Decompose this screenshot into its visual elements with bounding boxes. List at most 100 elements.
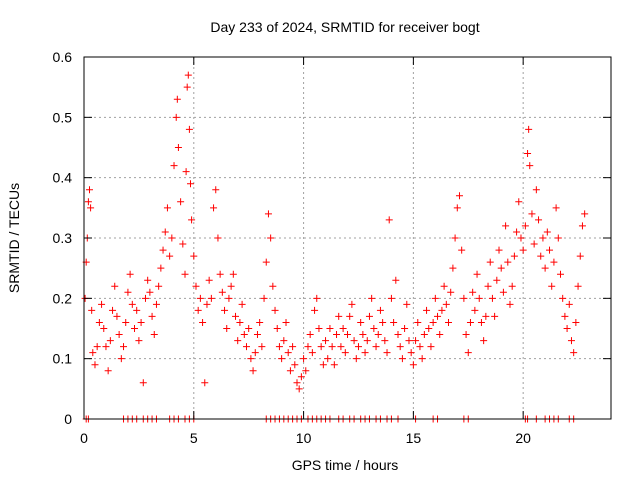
- data-point: [341, 349, 349, 357]
- data-point: [192, 282, 200, 290]
- data-point: [414, 318, 422, 326]
- data-point: [482, 312, 490, 320]
- data-point: [212, 186, 220, 194]
- data-point: [313, 294, 321, 302]
- x-tick-label: 5: [190, 430, 198, 446]
- data-point: [89, 349, 97, 357]
- data-point: [563, 325, 571, 332]
- data-point: [284, 349, 292, 357]
- data-point: [271, 306, 279, 314]
- data-point: [480, 337, 488, 345]
- data-point: [179, 240, 187, 248]
- data-point: [304, 343, 312, 351]
- data-point: [120, 343, 128, 351]
- x-tick-label: 20: [515, 430, 531, 446]
- data-point: [245, 325, 253, 332]
- data-point: [488, 294, 496, 302]
- data-point: [357, 318, 365, 326]
- data-point: [185, 125, 193, 133]
- data-point: [570, 349, 578, 357]
- data-point: [473, 270, 481, 278]
- data-point: [462, 331, 470, 339]
- data-point: [199, 318, 207, 326]
- data-point: [455, 192, 463, 200]
- data-point: [232, 312, 240, 320]
- data-point: [398, 355, 406, 363]
- data-point: [319, 361, 327, 369]
- data-point: [576, 252, 584, 260]
- data-point: [184, 71, 192, 79]
- data-point: [218, 288, 226, 296]
- data-point: [122, 318, 130, 326]
- data-point: [508, 282, 516, 290]
- x-axis-label: GPS time / hours: [292, 457, 399, 473]
- data-point: [210, 204, 218, 212]
- grid-lines: [84, 57, 611, 419]
- data-point: [403, 300, 411, 308]
- data-point: [581, 210, 589, 218]
- x-tick-label: 15: [406, 430, 422, 446]
- data-point: [423, 306, 431, 314]
- data-point: [280, 337, 288, 345]
- data-point: [205, 276, 213, 284]
- data-point: [240, 331, 248, 339]
- data-point: [113, 312, 121, 320]
- data-point: [306, 331, 314, 339]
- data-point: [282, 318, 290, 326]
- data-point: [106, 337, 114, 345]
- data-point: [348, 300, 356, 308]
- data-point: [188, 216, 196, 224]
- data-point: [486, 258, 494, 266]
- data-point: [251, 349, 259, 357]
- data-point: [524, 150, 532, 158]
- data-point: [238, 300, 246, 308]
- data-point: [190, 252, 198, 260]
- data-point: [84, 198, 92, 206]
- data-point: [148, 312, 156, 320]
- data-point: [295, 385, 303, 393]
- data-point: [552, 204, 560, 212]
- data-point: [574, 282, 582, 290]
- data-point: [449, 264, 457, 272]
- data-point: [497, 264, 505, 272]
- data-point: [477, 318, 485, 326]
- axis-ticks: 0 0.1 0.2 0.3 0.4 0.5 0.6 0 5 10 15 20: [53, 49, 611, 446]
- data-point: [85, 186, 93, 194]
- data-point: [333, 331, 341, 339]
- data-point: [258, 343, 266, 351]
- data-point: [346, 312, 354, 320]
- data-point: [471, 306, 479, 314]
- data-point: [412, 337, 420, 345]
- data-point: [381, 337, 389, 345]
- data-point: [425, 325, 433, 332]
- data-point: [181, 270, 189, 278]
- data-point: [409, 361, 417, 369]
- data-point: [434, 312, 442, 320]
- chart-title: Day 233 of 2024, SRMTID for receiver bog…: [210, 19, 479, 35]
- data-point: [249, 367, 257, 375]
- data-point: [401, 325, 409, 332]
- data-point: [495, 246, 503, 254]
- data-point: [229, 270, 237, 278]
- data-point: [537, 252, 545, 260]
- data-point: [186, 180, 194, 188]
- data-point: [502, 222, 510, 230]
- data-point: [144, 276, 152, 284]
- data-point: [370, 325, 378, 332]
- data-point: [556, 270, 564, 278]
- data-point: [510, 252, 518, 260]
- data-point: [98, 300, 106, 308]
- data-point: [407, 349, 415, 357]
- data-point: [278, 355, 286, 363]
- data-point: [396, 343, 404, 351]
- data-point: [491, 312, 499, 320]
- data-point: [324, 355, 332, 363]
- data-point: [475, 294, 483, 302]
- data-point: [242, 343, 250, 351]
- data-point: [152, 300, 160, 308]
- data-point: [256, 318, 264, 326]
- data-point: [535, 216, 543, 224]
- data-point: [543, 228, 551, 236]
- y-tick-label: 0.3: [53, 230, 73, 246]
